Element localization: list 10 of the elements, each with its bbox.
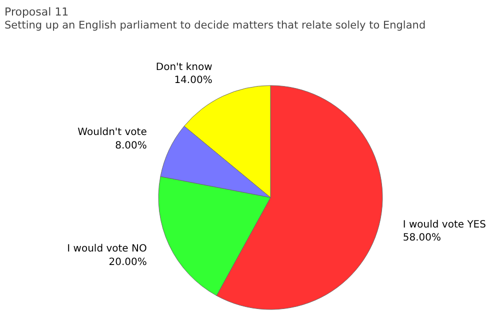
slice-label: Don't know	[156, 62, 212, 73]
data-label: 58.00%	[402, 232, 441, 244]
slice-label: I would vote YES	[402, 219, 486, 230]
slice-label: I would vote NO	[67, 244, 147, 255]
chart-title: Proposal 11	[4, 6, 69, 18]
data-label: 8.00%	[115, 140, 147, 152]
data-label: 20.00%	[108, 256, 147, 268]
slice-label: Wouldn't vote	[78, 127, 147, 138]
data-label: 14.00%	[174, 74, 212, 86]
chart-subtitle: Setting up an English parliament to decide matters that relate solely to England	[4, 20, 426, 32]
